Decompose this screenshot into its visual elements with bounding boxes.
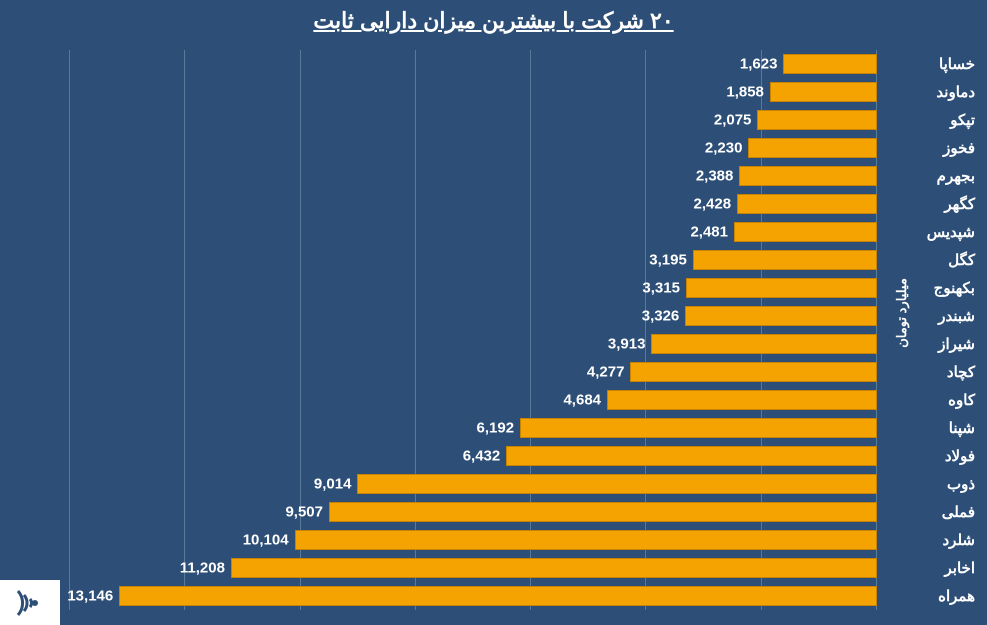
category-label: ذوب <box>885 475 975 493</box>
bar-row: 1,858 <box>70 82 877 101</box>
gridline <box>530 50 531 610</box>
gridline <box>184 50 185 610</box>
gridline <box>415 50 416 610</box>
bar-value-label: 3,315 <box>642 279 680 296</box>
broadcast-icon <box>10 583 50 623</box>
category-label: شیراز <box>885 335 975 353</box>
bar-row: 3,195 <box>70 250 877 269</box>
category-label: فملی <box>885 503 975 521</box>
bar-row: 6,192 <box>70 418 877 437</box>
bar-row: 4,684 <box>70 390 877 409</box>
category-label: خساپا <box>885 55 975 73</box>
bar-row: 3,326 <box>70 306 877 325</box>
bar-row: 2,230 <box>70 138 877 157</box>
gridline <box>645 50 646 610</box>
bar-value-label: 1,623 <box>740 55 778 72</box>
bar <box>506 446 877 465</box>
bar-value-label: 2,388 <box>696 167 734 184</box>
category-label: همراه <box>885 587 975 605</box>
bar-value-label: 9,507 <box>285 503 323 520</box>
bar-value-label: 2,230 <box>705 139 743 156</box>
bar-row: 11,208 <box>70 558 877 577</box>
category-label: دماوند <box>885 83 975 101</box>
bar-value-label: 11,208 <box>180 559 225 576</box>
bar <box>783 54 877 73</box>
bar-value-label: 6,192 <box>477 419 515 436</box>
chart-title: ۲۰ شرکت با بیشترین میزان دارایی ثابت <box>0 8 987 34</box>
bar-value-label: 3,326 <box>642 307 680 324</box>
bar-value-label: 4,684 <box>563 391 601 408</box>
category-label: شلرد <box>885 531 975 549</box>
bar-value-label: 1,858 <box>726 83 764 100</box>
bar <box>329 502 877 521</box>
bar-value-label: 6,432 <box>463 447 501 464</box>
bar-row: 3,315 <box>70 278 877 297</box>
category-label: فخوز <box>885 139 975 157</box>
category-label: بکهنوج <box>885 279 975 297</box>
bar-row: 1,623 <box>70 54 877 73</box>
bar-row: 13,146 <box>70 586 877 605</box>
bar-row: 9,014 <box>70 474 877 493</box>
bar <box>119 586 877 605</box>
category-label: کگل <box>885 251 975 269</box>
category-label: کاوه <box>885 391 975 409</box>
bar-value-label: 4,277 <box>587 363 625 380</box>
bar-value-label: 2,075 <box>714 111 752 128</box>
bar-value-label: 2,428 <box>694 195 732 212</box>
bar-row: 2,481 <box>70 222 877 241</box>
gridline <box>300 50 301 610</box>
category-label: اخابر <box>885 559 975 577</box>
category-label: شبندر <box>885 307 975 325</box>
bar <box>734 222 877 241</box>
bar <box>630 362 877 381</box>
bar-value-label: 10,104 <box>243 531 289 548</box>
bar <box>520 418 877 437</box>
bar-row: 9,507 <box>70 502 877 521</box>
bar <box>748 138 877 157</box>
bar <box>231 558 877 577</box>
bar <box>295 530 877 549</box>
bar <box>693 250 877 269</box>
category-label: شپنا <box>885 419 975 437</box>
bar-row: 10,104 <box>70 530 877 549</box>
category-label: بجهرم <box>885 167 975 185</box>
plot-area: 1,623 1,858 2,075 2,230 2,388 2,428 2,4813,195… <box>70 50 877 610</box>
bar-row: 2,075 <box>70 110 877 129</box>
bar-value-label: 3,195 <box>649 251 687 268</box>
gridline <box>761 50 762 610</box>
gridline <box>876 50 877 610</box>
bar <box>739 166 877 185</box>
bar <box>757 110 877 129</box>
category-label: شپدیس <box>885 223 975 241</box>
bar-row: 4,277 <box>70 362 877 381</box>
category-label: کگهر <box>885 195 975 213</box>
gridline <box>69 50 70 610</box>
bar <box>770 82 877 101</box>
logo-badge <box>0 580 60 625</box>
bar <box>737 194 877 213</box>
chart-container: ۲۰ شرکت با بیشترین میزان دارایی ثابت 1,6… <box>0 0 987 625</box>
bar-row: 3,913 <box>70 334 877 353</box>
bar-row: 2,388 <box>70 166 877 185</box>
bar-value-label: 3,913 <box>608 335 646 352</box>
category-label: فولاد <box>885 447 975 465</box>
bar <box>685 306 877 325</box>
bar-row: 6,432 <box>70 446 877 465</box>
category-label: تپکو <box>885 111 975 129</box>
bar <box>651 334 877 353</box>
bar-row: 2,428 <box>70 194 877 213</box>
bar <box>607 390 877 409</box>
bar-value-label: 9,014 <box>314 475 352 492</box>
bar-value-label: 13,146 <box>67 587 113 604</box>
bar-value-label: 2,481 <box>690 223 728 240</box>
bar <box>686 278 877 297</box>
bar <box>357 474 877 493</box>
category-label: کچاد <box>885 363 975 381</box>
